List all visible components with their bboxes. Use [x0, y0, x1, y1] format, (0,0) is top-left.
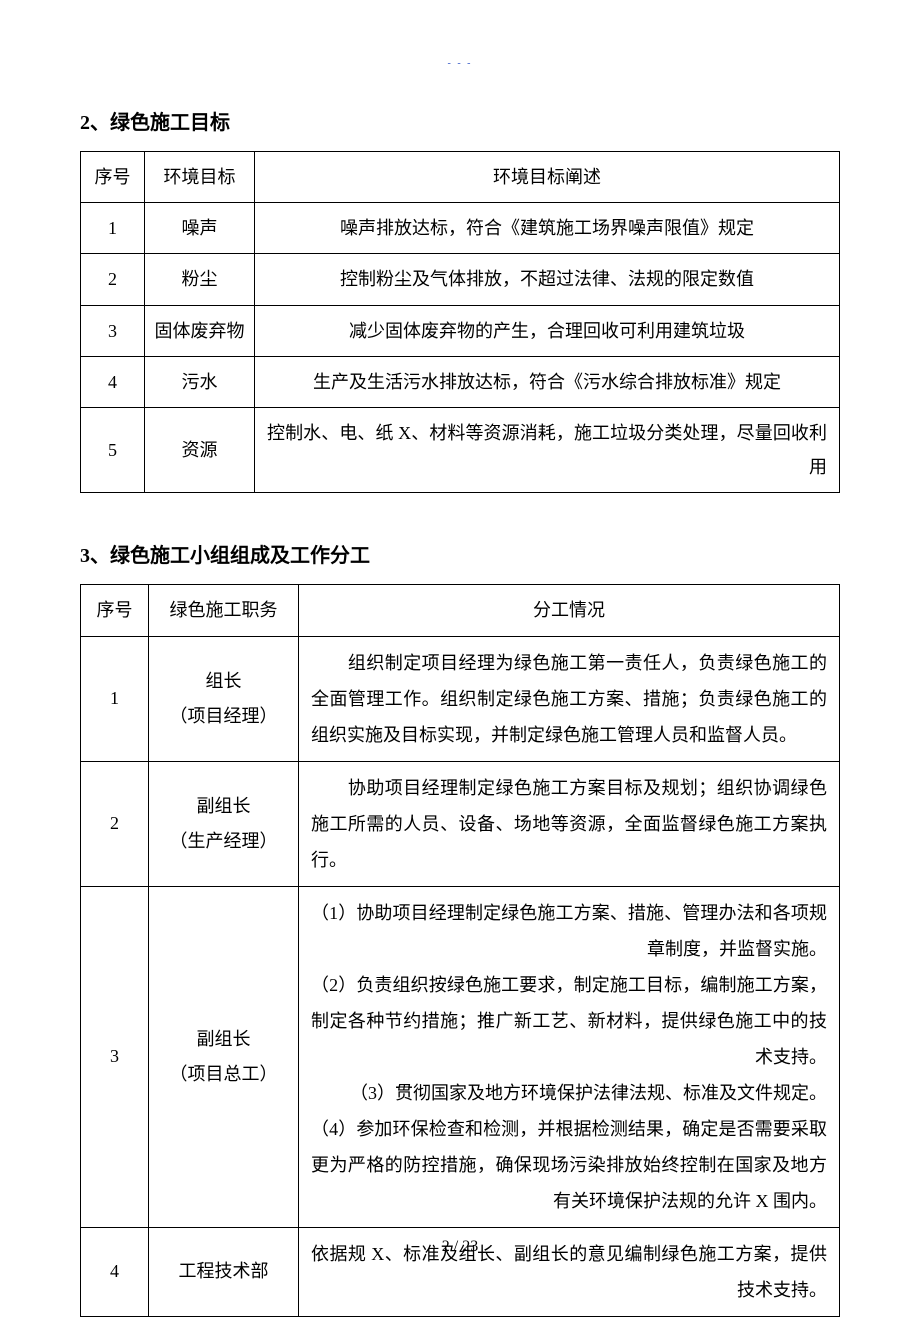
table-row: 2 粉尘 控制粉尘及气体排放，不超过法律、法规的限定数值	[81, 254, 840, 305]
section-2-number: 2、	[80, 112, 110, 134]
cell-label: 组长 （项目经理）	[149, 636, 299, 761]
cell-desc: 依据规 X、标准及组长、副组长的意见编制绿色施工方案，提供技术支持。	[299, 1227, 840, 1316]
cell-desc: 协助项目经理制定绿色施工方案目标及规划；组织协调绿色施工所需的人员、设备、场地等…	[299, 761, 840, 886]
team-division-table: 序号 绿色施工职务 分工情况 1 组长 （项目经理） 组织制定项目经理为绿色施工…	[80, 584, 840, 1316]
table-header-row: 序号 绿色施工职务 分工情况	[81, 585, 840, 636]
cell-label: 污水	[145, 356, 255, 407]
table-row: 3 固体废弃物 减少固体废弃物的产生，合理回收可利用建筑垃圾	[81, 305, 840, 356]
page-total: 23	[462, 1238, 478, 1255]
cell-idx: 2	[81, 761, 149, 886]
th-idx: 序号	[81, 152, 145, 203]
section-2-heading: 2、绿色施工目标	[80, 106, 840, 135]
th-label: 绿色施工职务	[149, 585, 299, 636]
page-footer: 2 / 23	[442, 1238, 478, 1256]
section-3-number: 3、	[80, 545, 110, 567]
cell-desc: 控制水、电、纸 X、材料等资源消耗，施工垃圾分类处理，尽量回收利用	[255, 407, 840, 492]
th-label: 环境目标	[145, 152, 255, 203]
cell-idx: 2	[81, 254, 145, 305]
environment-goals-table: 序号 环境目标 环境目标阐述 1 噪声 噪声排放达标，符合《建筑施工场界噪声限值…	[80, 151, 840, 493]
cell-label: 噪声	[145, 203, 255, 254]
cell-desc: 组织制定项目经理为绿色施工第一责任人，负责绿色施工的全面管理工作。组织制定绿色施…	[299, 636, 840, 761]
th-desc: 环境目标阐述	[255, 152, 840, 203]
cell-idx: 5	[81, 407, 145, 492]
table-row: 4 污水 生产及生活污水排放达标，符合《污水综合排放标准》规定	[81, 356, 840, 407]
page-header-mark: - - -	[448, 58, 473, 69]
page-number: 2	[442, 1238, 450, 1255]
section-3-title: 绿色施工小组组成及工作分工	[110, 545, 370, 567]
th-desc: 分工情况	[299, 585, 840, 636]
cell-desc: 减少固体废弃物的产生，合理回收可利用建筑垃圾	[255, 305, 840, 356]
cell-idx: 1	[81, 203, 145, 254]
cell-desc: 生产及生活污水排放达标，符合《污水综合排放标准》规定	[255, 356, 840, 407]
cell-idx: 3	[81, 886, 149, 1227]
cell-idx: 3	[81, 305, 145, 356]
cell-desc: 噪声排放达标，符合《建筑施工场界噪声限值》规定	[255, 203, 840, 254]
section-2-title: 绿色施工目标	[110, 112, 230, 134]
table-row: 5 资源 控制水、电、纸 X、材料等资源消耗，施工垃圾分类处理，尽量回收利用	[81, 407, 840, 492]
cell-label: 副组长 （项目总工）	[149, 886, 299, 1227]
cell-label: 资源	[145, 407, 255, 492]
th-idx: 序号	[81, 585, 149, 636]
cell-desc: （1）协助项目经理制定绿色施工方案、措施、管理办法和各项规章制度，并监督实施。 …	[299, 886, 840, 1227]
table-row: 1 组长 （项目经理） 组织制定项目经理为绿色施工第一责任人，负责绿色施工的全面…	[81, 636, 840, 761]
page-sep: /	[450, 1238, 462, 1255]
table-row: 2 副组长 （生产经理） 协助项目经理制定绿色施工方案目标及规划；组织协调绿色施…	[81, 761, 840, 886]
table-row: 1 噪声 噪声排放达标，符合《建筑施工场界噪声限值》规定	[81, 203, 840, 254]
table-header-row: 序号 环境目标 环境目标阐述	[81, 152, 840, 203]
cell-label: 粉尘	[145, 254, 255, 305]
document-page: - - - 2、绿色施工目标 序号 环境目标 环境目标阐述 1 噪声 噪声排放达…	[0, 0, 920, 1302]
cell-idx: 4	[81, 356, 145, 407]
cell-idx: 4	[81, 1227, 149, 1316]
section-3-heading: 3、绿色施工小组组成及工作分工	[80, 539, 840, 568]
cell-label: 固体废弃物	[145, 305, 255, 356]
table-row: 3 副组长 （项目总工） （1）协助项目经理制定绿色施工方案、措施、管理办法和各…	[81, 886, 840, 1227]
cell-label: 副组长 （生产经理）	[149, 761, 299, 886]
cell-label: 工程技术部	[149, 1227, 299, 1316]
cell-desc: 控制粉尘及气体排放，不超过法律、法规的限定数值	[255, 254, 840, 305]
cell-idx: 1	[81, 636, 149, 761]
